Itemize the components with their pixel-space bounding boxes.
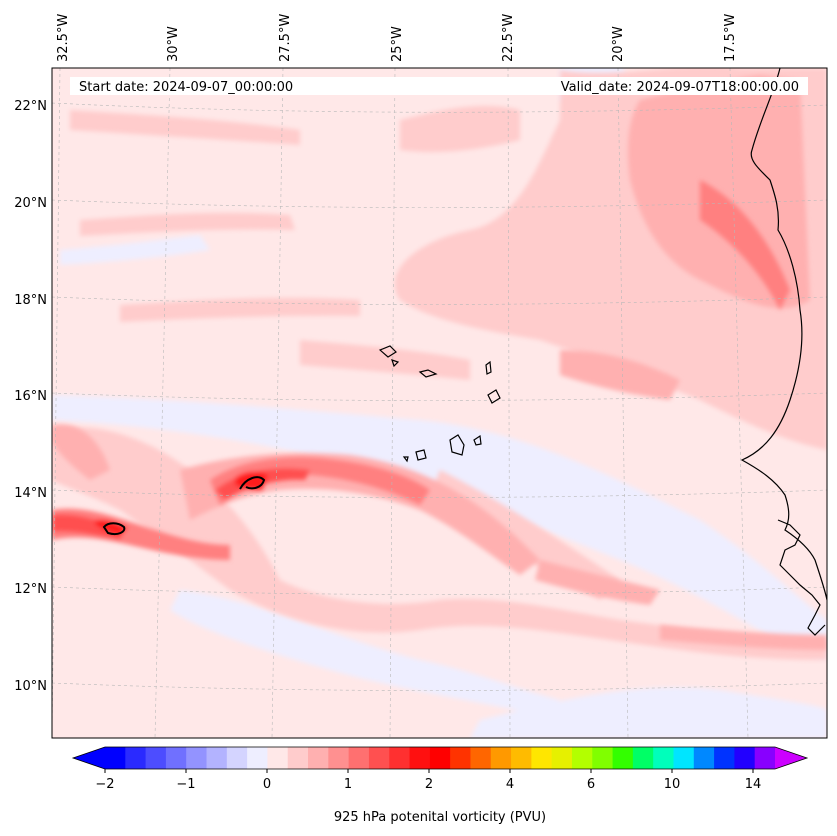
colorbar-segments <box>105 747 776 769</box>
colorbar-tick-label: 4 <box>506 777 514 792</box>
colorbar-tick-label: 6 <box>587 777 595 792</box>
cape-verde-north <box>485 360 501 404</box>
colorbar-segment <box>186 747 208 769</box>
lon-label-20w: 20°W <box>611 26 626 62</box>
map-frame <box>51 67 828 739</box>
start-date-label: Start date: 2024-09-07_00:00:00 <box>79 80 293 95</box>
lat-label-16n: 16°N <box>14 389 47 404</box>
colorbar-tick-label: −1 <box>176 777 195 792</box>
colorbar-tick-label: 0 <box>263 777 271 792</box>
colorbar-segment <box>328 747 350 769</box>
colorbar-segment <box>125 747 147 769</box>
lon-label-25w: 25°W <box>390 26 405 62</box>
colorbar-segment <box>531 747 553 769</box>
lat-label-12n: 12°N <box>14 582 47 597</box>
colorbar-extend-low <box>73 747 105 769</box>
colorbar-tick-label: 1 <box>344 777 352 792</box>
colorbar-tick-label: −2 <box>95 777 114 792</box>
colorbar-segment <box>287 747 309 769</box>
pv-contours <box>102 476 266 536</box>
lon-label-17-5w: 17.5°W <box>723 14 738 62</box>
colorbar-segment <box>389 747 411 769</box>
colorbar-segment <box>348 747 370 769</box>
colorbar-segment <box>551 747 573 769</box>
lon-label-32-5w: 32.5°W <box>56 14 71 62</box>
colorbar-segment <box>165 747 187 769</box>
colorbar-segment <box>612 747 634 769</box>
colorbar-segment <box>632 747 654 769</box>
colorbar-extend-high <box>775 747 807 769</box>
colorbar-segment <box>450 747 472 769</box>
lat-label-18n: 18°N <box>14 293 47 308</box>
lon-label-22-5w: 22.5°W <box>501 14 516 62</box>
lat-label-20n: 20°N <box>14 196 47 211</box>
lat-label-22n: 22°N <box>14 99 47 114</box>
lon-label-27-5w: 27.5°W <box>278 14 293 62</box>
valid-date-label: Valid_date: 2024-09-07T18:00:00.00 <box>561 80 799 95</box>
lat-label-10n: 10°N <box>14 679 47 694</box>
colorbar-segment <box>145 747 167 769</box>
colorbar-segment <box>470 747 492 769</box>
africa-coastline <box>740 68 827 601</box>
info-box <box>70 77 808 95</box>
colorbar-segment <box>429 747 451 769</box>
colorbar-ticks <box>104 769 754 773</box>
colorbar-segment <box>267 747 289 769</box>
graticule <box>52 68 827 738</box>
lon-label-30w: 30°W <box>166 26 181 62</box>
colorbar-label: 925 hPa potenital vorticity (PVU) <box>334 810 546 825</box>
colorbar-segment <box>409 747 431 769</box>
colorbar-segment <box>592 747 614 769</box>
colorbar-segment <box>368 747 390 769</box>
cape-verde-south <box>402 434 482 463</box>
colorbar-segment <box>714 747 735 769</box>
colorbar-segment <box>105 747 126 769</box>
colorbar-segment <box>673 747 695 769</box>
colorbar-tick-label: 2 <box>425 777 433 792</box>
guinea-coast <box>777 519 826 636</box>
canary-islands <box>378 345 438 378</box>
colorbar-segment <box>206 747 228 769</box>
colorbar-segment <box>490 747 512 769</box>
colorbar-tick-label: 10 <box>664 777 681 792</box>
colorbar-segment <box>734 747 756 769</box>
colorbar-segment <box>653 747 675 769</box>
longitude-labels: 32.5°W 30°W 27.5°W 25°W 22.5°W 20°W 17.5… <box>56 14 738 62</box>
colorbar: −2 −1 0 1 2 4 6 10 14 925 hPa potenital … <box>71 746 809 825</box>
colorbar-segment <box>754 747 776 769</box>
colorbar-segment <box>226 747 248 769</box>
colorbar-segment <box>511 747 532 769</box>
latitude-labels: 22°N 20°N 18°N 16°N 14°N 12°N 10°N <box>14 99 47 694</box>
colorbar-tick-label: 14 <box>745 777 762 792</box>
colorbar-segment <box>693 747 715 769</box>
coastline <box>378 68 827 636</box>
map-panel[interactable] <box>52 60 827 738</box>
negative-pv-regions <box>52 68 827 738</box>
lat-label-14n: 14°N <box>14 486 47 501</box>
colorbar-segment <box>308 747 329 769</box>
colorbar-segment <box>571 747 593 769</box>
strong-positive-pv <box>52 180 790 560</box>
colorbar-segment <box>247 747 269 769</box>
